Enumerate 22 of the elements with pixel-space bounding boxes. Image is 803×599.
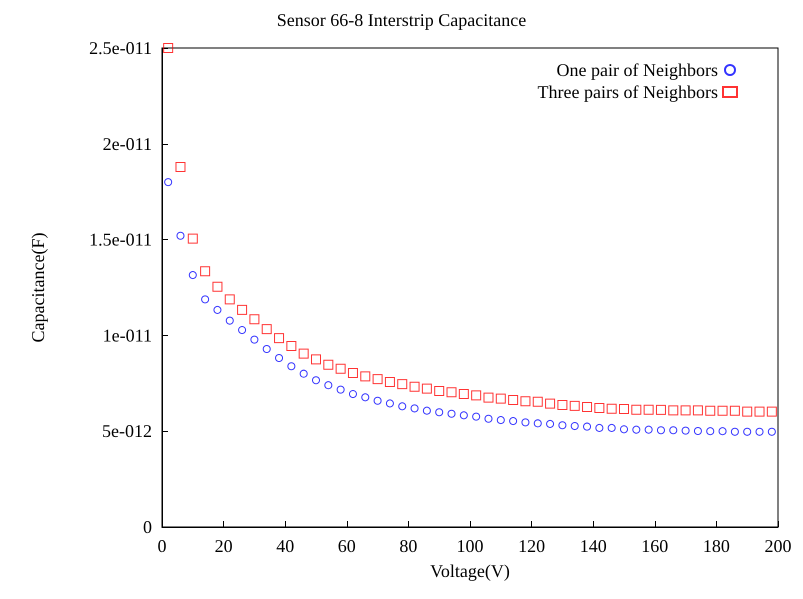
x-tick-label: 100 — [456, 536, 484, 556]
y-tick-label: 2e-011 — [102, 134, 152, 154]
chart-title: Sensor 66-8 Interstrip Capacitance — [276, 10, 526, 30]
x-tick-label: 0 — [158, 536, 166, 556]
y-tick-label: 5e-012 — [102, 421, 152, 442]
legend-label: Three pairs of Neighbors — [538, 82, 718, 102]
legend-label: One pair of Neighbors — [556, 60, 718, 80]
y-tick-label: 2.5e-011 — [89, 38, 152, 58]
x-tick-label: 140 — [580, 536, 607, 556]
x-tick-label: 20 — [214, 536, 233, 556]
x-tick-label: 180 — [702, 536, 730, 556]
x-tick-label: 40 — [276, 536, 294, 556]
x-tick-label: 120 — [518, 536, 546, 556]
x-tick-label: 160 — [641, 536, 668, 556]
x-tick-label: 60 — [338, 536, 356, 556]
x-tick-label: 200 — [764, 536, 792, 556]
y-axis-title: Capacitance(F) — [28, 232, 48, 342]
y-tick-label: 1.5e-011 — [89, 230, 152, 250]
x-axis-title: Voltage(V) — [430, 561, 510, 581]
y-tick-label: 1e-011 — [102, 325, 152, 346]
y-tick-label: 0 — [143, 517, 152, 537]
x-tick-label: 80 — [399, 536, 418, 556]
